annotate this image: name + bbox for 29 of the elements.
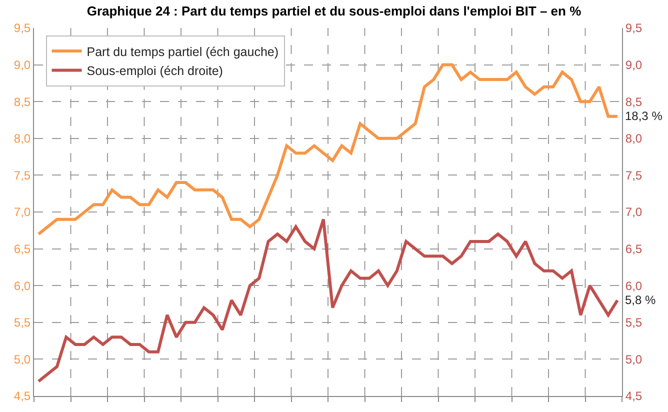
y2-tick-label: 6,0 (625, 278, 642, 293)
y-tick-label: 7,0 (14, 205, 31, 220)
y2-tick-label: 5,5 (625, 316, 642, 330)
y2-tick-label: 9,0 (625, 58, 642, 72)
legend-label: Part du temps partiel (éch gauche) (86, 44, 279, 59)
y-tick-label: 5,5 (14, 316, 31, 330)
y-tick-label: 5,0 (14, 352, 31, 366)
y2-tick-label: 6,5 (625, 242, 642, 256)
y-tick-label: 8,5 (14, 94, 31, 109)
y-tick-label: 8,0 (14, 132, 31, 146)
y-tick-label: 6,0 (14, 278, 31, 293)
y2-tick-label: 5,0 (625, 352, 642, 366)
y-tick-label: 9,5 (14, 21, 31, 36)
text: 5,8 % (625, 293, 656, 307)
text: 18,3 % (625, 109, 663, 123)
y2-tick-label: 8,0 (625, 132, 642, 146)
chart-title: Graphique 24 : Part du temps partiel et du sous-emploi dans l'emploi BIT – en % (86, 3, 582, 18)
line-series (37, 218, 619, 383)
y2-tick-label: 9,5 (625, 21, 642, 36)
y-tick-label: 4,5 (14, 389, 31, 404)
y2-tick-label: 4,5 (625, 389, 642, 404)
y2-tick-label: 7,5 (625, 168, 642, 182)
y-tick-label: 6,5 (14, 242, 31, 256)
y2-tick-label: 7,0 (625, 205, 642, 220)
y-tick-label: 7,5 (14, 168, 31, 182)
line-series (37, 63, 619, 236)
legend-label: Sous-emploi (éch droite) (86, 64, 223, 78)
y2-tick-label: 8,5 (625, 94, 642, 109)
y-tick-label: 9,0 (14, 58, 31, 72)
